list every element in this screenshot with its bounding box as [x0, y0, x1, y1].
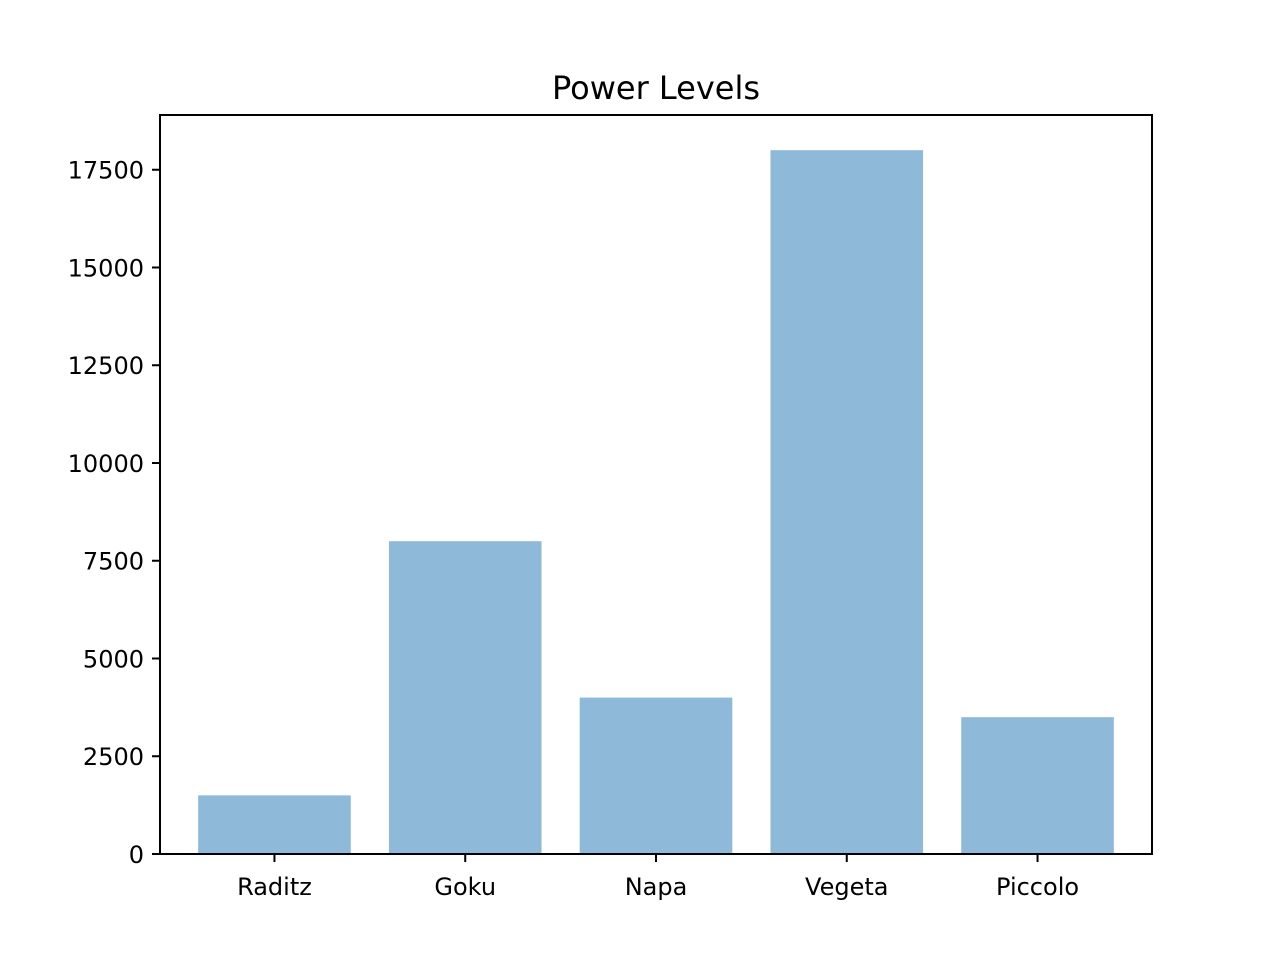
x-tick-label: Vegeta [805, 873, 888, 901]
x-tick-label: Goku [434, 873, 496, 901]
y-tick-label: 2500 [83, 743, 144, 771]
plot-frame [159, 114, 1153, 855]
bar-vegeta [770, 150, 924, 854]
y-tick-label: 0 [129, 841, 144, 869]
y-tick-label: 15000 [68, 254, 144, 282]
chart-title: Power Levels [552, 69, 760, 107]
y-tick-label: 12500 [68, 352, 144, 380]
bars-group [198, 150, 1114, 854]
y-tick-label: 17500 [68, 157, 144, 185]
x-tick-label: Raditz [237, 873, 312, 901]
bar-napa [579, 697, 733, 854]
y-tick-label: 10000 [68, 450, 144, 478]
x-axis: Raditz Goku Napa Vegeta Piccolo [237, 854, 1079, 901]
bar-piccolo [961, 717, 1114, 854]
x-tick-label: Piccolo [996, 873, 1079, 901]
y-axis: 0 2500 5000 7500 10000 12500 15000 17500 [68, 157, 160, 869]
y-tick-label: 5000 [83, 645, 144, 673]
bar-raditz [198, 795, 351, 854]
x-tick-label: Napa [625, 873, 688, 901]
bar-goku [388, 541, 542, 854]
y-tick-label: 7500 [83, 548, 144, 576]
